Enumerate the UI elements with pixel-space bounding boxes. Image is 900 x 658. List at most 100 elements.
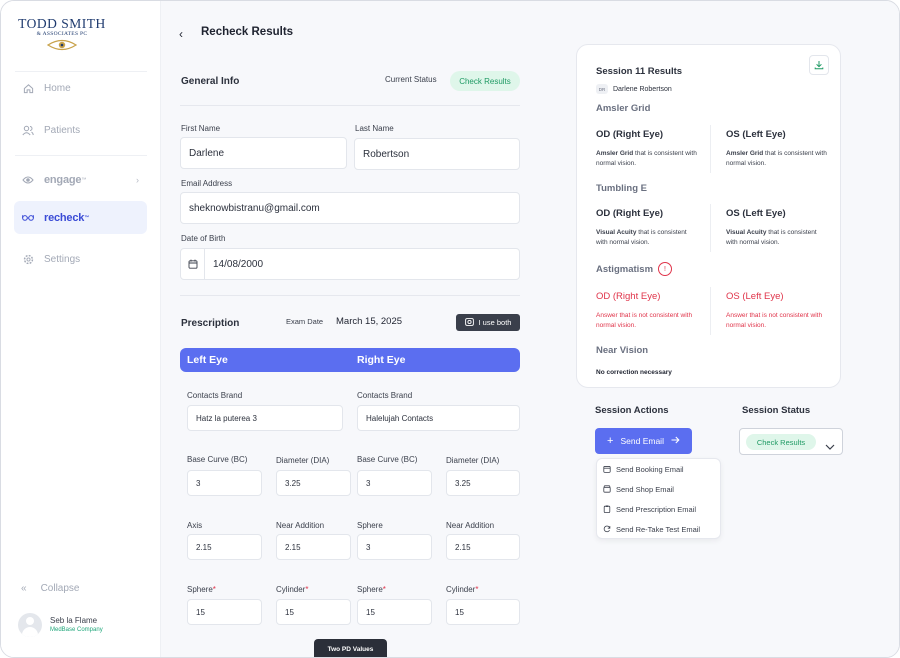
sidebar-divider — [15, 71, 147, 72]
menu-item-shop[interactable]: Send Shop Email — [603, 482, 674, 496]
menu-item-booking[interactable]: Send Booking Email — [603, 462, 684, 476]
results-card: Session 11 Results DR Darlene Robertson … — [576, 44, 841, 388]
sidebar-item-label: Patients — [44, 125, 81, 136]
patient-tag: DR Darlene Robertson — [596, 84, 672, 94]
column-divider — [710, 125, 711, 173]
left-dia-label: Diameter (DIA) — [276, 456, 330, 465]
glasses-icon — [22, 212, 34, 224]
right-near-label: Near Addition — [446, 521, 495, 530]
left-eye-heading: Left Eye — [187, 354, 228, 366]
right-bc-label: Base Curve (BC) — [357, 455, 418, 464]
sidebar-item-label: Settings — [44, 254, 81, 265]
required-mark: * — [475, 585, 479, 594]
astigmatism-heading: Astigmatism — [596, 264, 654, 275]
left-axis-label: Axis — [187, 521, 203, 530]
astigmatism-od-label: OD (Right Eye) — [596, 291, 661, 302]
use-both-button[interactable]: I use both — [456, 314, 520, 331]
required-mark: * — [212, 585, 216, 594]
right-dia-field[interactable]: 3.25 — [446, 470, 520, 496]
astigmatism-od-desc: Answer that is not consistent with norma… — [596, 312, 693, 329]
dob-label: Date of Birth — [181, 234, 226, 243]
exam-date-label: Exam Date — [286, 317, 324, 326]
right-cylinder-field[interactable]: 15 — [446, 599, 520, 625]
left-sphere-field[interactable]: 15 — [187, 599, 262, 625]
sidebar-item-patients[interactable]: Patients — [14, 114, 147, 147]
two-pd-values-button[interactable]: Two PD Values — [314, 639, 387, 657]
collapse-button[interactable]: « Collapse — [21, 583, 79, 594]
download-icon — [814, 61, 824, 70]
right-contacts-field[interactable]: Halelujah Contacts — [357, 405, 520, 431]
amsler-od-label: OD (Right Eye) — [596, 129, 664, 140]
user-name: Seb la Flame — [50, 616, 98, 625]
status-badge: Check Results — [450, 71, 520, 91]
sidebar-item-recheck[interactable]: recheck ™ — [14, 201, 147, 234]
user-company: MedBase Company — [50, 627, 103, 633]
logo-name: TODD SMITH — [18, 16, 106, 31]
gear-icon — [22, 254, 34, 266]
email-field[interactable]: sheknowbistranu@gmail.com — [180, 192, 520, 224]
amsler-os-label: OS (Left Eye) — [726, 129, 786, 140]
menu-item-label: Send Shop Email — [616, 484, 674, 494]
left-bc-field[interactable]: 3 — [187, 470, 262, 496]
first-name-field[interactable]: Darlene — [180, 137, 347, 169]
tumbling-os-label: OS (Left Eye) — [726, 208, 786, 219]
send-email-button[interactable]: + Send Email — [595, 428, 692, 454]
right-bc-field[interactable]: 3 — [357, 470, 432, 496]
session-status-title: Session Status — [742, 405, 811, 416]
dob-field[interactable]: 14/08/2000 — [180, 248, 520, 280]
collapse-label: Collapse — [40, 583, 80, 594]
refresh-icon — [603, 525, 613, 533]
tumbling-os-desc: Visual Acuity that is consistent with no… — [726, 229, 817, 246]
back-button[interactable]: ‹ — [179, 27, 183, 41]
current-status-label: Current Status — [385, 75, 437, 84]
patient-initials: DR — [596, 84, 608, 94]
patient-name: Darlene Robertson — [613, 85, 672, 93]
logo: TODD SMITH & ASSOCIATES PC — [17, 17, 107, 51]
users-icon — [22, 125, 34, 137]
eye-header-bar: Left Eye Right Eye — [180, 348, 520, 372]
near-vision-desc: No correction necessary — [596, 369, 672, 376]
left-axis-field[interactable]: 2.15 — [187, 534, 262, 560]
left-cylinder-field[interactable]: 15 — [276, 599, 351, 625]
menu-item-label: Send Re-Take Test Email — [616, 524, 701, 534]
left-contacts-field[interactable]: Hatz la puterea 3 — [187, 405, 343, 431]
left-sphere-label: Sphere* — [187, 585, 216, 594]
right-contacts-label: Contacts Brand — [357, 391, 413, 400]
divider — [180, 105, 520, 106]
sidebar-item-label: engage — [44, 173, 82, 186]
trademark-mark: ™ — [81, 176, 87, 183]
menu-item-prescription[interactable]: Send Prescription Email — [603, 502, 696, 516]
menu-item-retake[interactable]: Send Re-Take Test Email — [603, 522, 700, 536]
sidebar-item-settings[interactable]: Settings — [14, 243, 147, 276]
right-near-field[interactable]: 2.15 — [446, 534, 520, 560]
exam-date-value: March 15, 2025 — [336, 316, 403, 327]
right-sphere-field[interactable]: 15 — [357, 599, 432, 625]
left-dia-field[interactable]: 3.25 — [276, 470, 351, 496]
session-status-select[interactable]: Check Results — [739, 428, 843, 455]
status-badge: Check Results — [746, 434, 816, 450]
sidebar-item-label: Home — [44, 83, 71, 94]
logo-subtitle: & ASSOCIATES PC — [36, 31, 88, 37]
astigmatism-os-label: OS (Left Eye) — [726, 291, 784, 302]
right-sphere-field[interactable]: 3 — [357, 534, 432, 560]
user-profile[interactable]: Seb la Flame MedBase Company — [18, 613, 103, 637]
clipboard-icon — [603, 505, 613, 513]
send-email-menu: Send Booking Email Send Shop Email Send … — [596, 458, 721, 539]
sidebar-item-home[interactable]: Home — [14, 72, 147, 105]
general-info-title: General Info — [181, 76, 240, 87]
download-button[interactable] — [809, 55, 829, 75]
prescription-title: Prescription — [181, 318, 240, 329]
avatar — [18, 613, 42, 637]
engage-icon — [22, 174, 34, 186]
last-name-label: Last Name — [355, 124, 394, 133]
right-sphere-label: Sphere — [357, 521, 383, 530]
sidebar-item-engage[interactable]: engage ™ › — [14, 163, 147, 196]
chevron-down-icon — [825, 437, 835, 455]
left-cylinder-label: Cylinder* — [276, 585, 309, 594]
last-name-field[interactable]: Robertson — [354, 138, 520, 170]
left-near-field[interactable]: 2.15 — [276, 534, 351, 560]
left-near-label: Near Addition — [276, 521, 325, 530]
left-bc-label: Base Curve (BC) — [187, 455, 248, 464]
amsler-os-desc: Amsler Grid that is consistent with norm… — [726, 150, 827, 167]
